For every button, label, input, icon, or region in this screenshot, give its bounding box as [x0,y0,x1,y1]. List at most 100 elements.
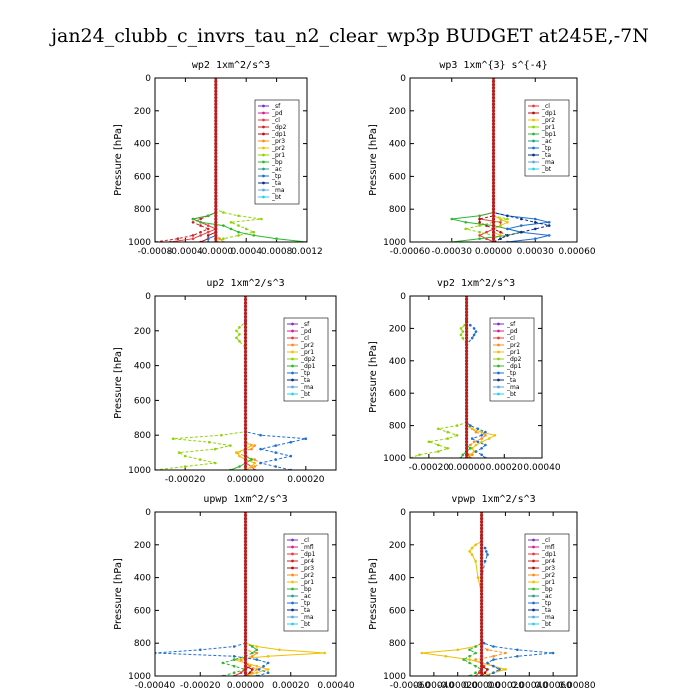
zero-profile-point [479,582,484,586]
zero-profile-point [214,178,218,182]
zero-profile-point [491,155,496,159]
x-tick-label: -0.00020 [165,475,206,485]
zero-profile-point [243,346,248,350]
data-point [468,655,471,658]
x-tick-label: -0.00060 [390,247,431,257]
data-point [506,217,509,221]
zero-profile-point [491,184,496,188]
zero-profile-point [464,310,469,314]
zero-profile-point [243,589,248,593]
zero-profile-point [479,553,484,557]
x-tick-label: -0.00060 [390,681,431,691]
legend-label: _pr1 [506,349,520,356]
series-group [450,78,551,242]
legend-label: _bt [271,194,282,201]
zero-profile-point [491,230,496,234]
zero-profile-point [243,409,248,413]
chart-title: wp3 1xm^{3} s^{-4} [439,60,547,71]
zero-profile-point [479,562,484,567]
zero-profile-point [464,381,469,386]
zero-profile-point [243,667,248,672]
x-tick-label: -0.00040 [135,681,176,691]
legend: _cl_mfl_dp1_pr4_pr3_pr2_pr1_bp_ac_tp_ta_… [524,533,570,632]
legend-marker [262,153,265,157]
data-point [468,550,471,553]
zero-profile-point [243,329,248,333]
series-line-dp2 [410,312,468,458]
zero-profile-point [214,119,218,123]
legend: _sf_pd_cl_pr2_pr1_dp2_dp1_tp_ta_ma_bt [283,317,329,402]
data-point [476,576,480,579]
legend: _sf_pd_cl_dp2_dp1_pr3_pr2_pr1_bp_ac_tp_t… [254,99,300,205]
data-point [191,217,195,221]
zero-profile-point [491,191,496,195]
zero-profile-point [243,360,248,364]
legend: _cl_mfl_dp1_pr4_pr3_pr2_pr1_bp_ac_tp_ta_… [283,533,329,632]
zero-profile-point [243,426,248,430]
zero-profile-point [243,447,248,451]
legend-marker [532,132,535,136]
data-point [492,655,495,658]
data-point [446,430,450,434]
legend-marker [262,188,265,192]
data-point [235,336,238,340]
legend-label: _pr3 [271,138,285,145]
data-point [474,430,478,434]
legend-label: _pr2 [271,145,285,152]
data-point [476,427,480,431]
zero-profile-point [464,411,469,415]
data-point [469,447,472,450]
zero-profile-point [214,174,218,178]
zero-profile-point [243,566,248,570]
legend-marker [291,357,294,361]
zero-profile-point [464,326,469,330]
zero-profile-point [243,664,248,668]
zero-profile-point [479,549,484,554]
data-point [470,336,474,340]
y-tick-label: 400 [389,574,406,584]
zero-profile-point [479,513,484,517]
data-point [232,655,236,658]
zero-profile-point [243,423,248,427]
zero-profile-point [491,112,496,116]
zero-profile-point [479,612,484,616]
zero-profile-point [491,92,496,96]
plot-frame [154,77,308,243]
zero-profile-point [464,398,469,402]
legend-label: _ta [541,152,551,159]
data-point [516,648,519,652]
legend-label: _tp [541,600,551,607]
zero-profile-point [243,297,248,302]
zero-profile-point [214,233,218,237]
data-point [253,461,256,465]
zero-profile-point [243,562,248,567]
y-tick-label: 0 [400,292,406,302]
zero-profile-point [243,336,248,340]
zero-profile-point [243,440,248,444]
data-point [506,227,509,231]
series-group [420,512,555,676]
data-point [480,440,484,444]
zero-profile-point [491,161,496,165]
zero-profile-point [491,204,496,208]
legend-label: _dp1 [541,110,557,117]
legend-marker [532,545,535,549]
zero-profile-point [243,526,248,531]
data-point [253,458,256,461]
data-point [472,440,476,444]
legend-marker [291,615,294,619]
data-point [486,648,489,652]
zero-profile-point [491,135,496,139]
zero-profile-point [491,138,496,142]
zero-profile-point [464,417,469,421]
x-tick-label: 0.0008 [261,247,293,257]
zero-profile-point [243,517,248,521]
data-point [183,465,187,468]
zero-profile-point [243,523,248,527]
series-line-pr1 [421,528,508,676]
zero-profile-point [214,201,218,205]
data-point [461,330,465,333]
data-point [262,664,265,668]
zero-profile-point [464,368,469,373]
zero-profile-point [479,572,484,576]
